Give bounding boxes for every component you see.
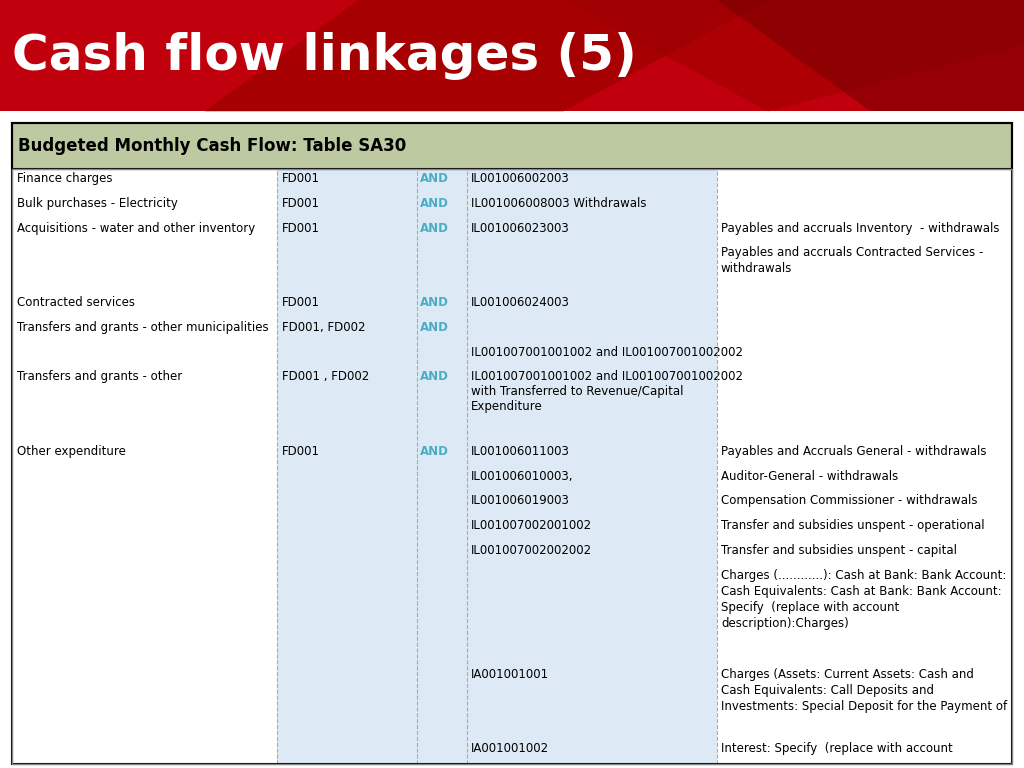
Text: Payables and Accruals General - withdrawals: Payables and Accruals General - withdraw… — [721, 445, 986, 458]
Text: Auditor-General - withdrawals: Auditor-General - withdrawals — [721, 470, 898, 482]
Text: FD001: FD001 — [283, 222, 321, 235]
Text: Payables and accruals Contracted Services -
withdrawals: Payables and accruals Contracted Service… — [721, 247, 983, 276]
FancyBboxPatch shape — [717, 169, 1012, 764]
Text: IL001007001001002 and IL001007001002002
with Transferred to Revenue/Capital
Expe: IL001007001001002 and IL001007001002002 … — [471, 370, 743, 413]
Text: FD001 , FD002: FD001 , FD002 — [283, 370, 370, 383]
Text: FD001: FD001 — [283, 445, 321, 458]
FancyBboxPatch shape — [12, 169, 278, 764]
Text: Compensation Commissioner - withdrawals: Compensation Commissioner - withdrawals — [721, 495, 978, 508]
Text: Cash flow linkages (5): Cash flow linkages (5) — [12, 31, 637, 80]
Text: FD001: FD001 — [283, 296, 321, 309]
Text: IL001006019003: IL001006019003 — [471, 495, 570, 508]
Text: IL001006010003,: IL001006010003, — [471, 470, 573, 482]
Polygon shape — [205, 0, 768, 111]
Text: Transfers and grants - other: Transfers and grants - other — [17, 370, 182, 383]
Text: AND: AND — [420, 222, 449, 235]
FancyBboxPatch shape — [278, 169, 717, 764]
Text: IL001006002003: IL001006002003 — [471, 172, 570, 185]
Text: IL001007002001002: IL001007002001002 — [471, 519, 592, 532]
Text: Finance charges: Finance charges — [17, 172, 113, 185]
Text: IL001006023003: IL001006023003 — [471, 222, 570, 235]
Text: AND: AND — [420, 197, 449, 210]
Polygon shape — [563, 0, 1024, 111]
Text: Interest: Specify  (replace with account: Interest: Specify (replace with account — [721, 743, 952, 756]
Text: IA001001001: IA001001001 — [471, 668, 549, 681]
Text: Transfer and subsidies unspent - operational: Transfer and subsidies unspent - operati… — [721, 519, 985, 532]
Text: IA001001002: IA001001002 — [471, 743, 549, 756]
Text: AND: AND — [420, 445, 449, 458]
Text: IL001006024003: IL001006024003 — [471, 296, 570, 309]
Text: IL001006008003 Withdrawals: IL001006008003 Withdrawals — [471, 197, 646, 210]
Text: IL001007001001002 and IL001007001002002: IL001007001001002 and IL001007001002002 — [471, 346, 743, 359]
Text: Charges (............): Cash at Bank: Bank Account:
Cash Equivalents: Cash at Ba: Charges (............): Cash at Bank: Ba… — [721, 569, 1007, 630]
Text: FD001: FD001 — [283, 197, 321, 210]
Text: Budgeted Monthly Cash Flow: Table SA30: Budgeted Monthly Cash Flow: Table SA30 — [18, 137, 407, 155]
FancyBboxPatch shape — [0, 0, 1024, 111]
Text: AND: AND — [420, 370, 449, 383]
Text: Bulk purchases - Electricity: Bulk purchases - Electricity — [17, 197, 178, 210]
FancyBboxPatch shape — [12, 123, 1012, 169]
Text: Acquisitions - water and other inventory: Acquisitions - water and other inventory — [17, 222, 256, 235]
Polygon shape — [717, 0, 1024, 111]
Text: FD001, FD002: FD001, FD002 — [283, 321, 366, 334]
Text: Contracted services: Contracted services — [17, 296, 135, 309]
Text: IL001007002002002: IL001007002002002 — [471, 544, 592, 557]
Text: Payables and accruals Inventory  - withdrawals: Payables and accruals Inventory - withdr… — [721, 222, 999, 235]
Text: Transfer and subsidies unspent - capital: Transfer and subsidies unspent - capital — [721, 544, 957, 557]
Text: Other expenditure: Other expenditure — [17, 445, 126, 458]
Text: AND: AND — [420, 321, 449, 334]
Text: FD001: FD001 — [283, 172, 321, 185]
Text: IL001006011003: IL001006011003 — [471, 445, 570, 458]
Text: Transfers and grants - other municipalities: Transfers and grants - other municipalit… — [17, 321, 269, 334]
Text: AND: AND — [420, 296, 449, 309]
Text: AND: AND — [420, 172, 449, 185]
Text: Charges (Assets: Current Assets: Cash and
Cash Equivalents: Call Deposits and
In: Charges (Assets: Current Assets: Cash an… — [721, 668, 1007, 713]
